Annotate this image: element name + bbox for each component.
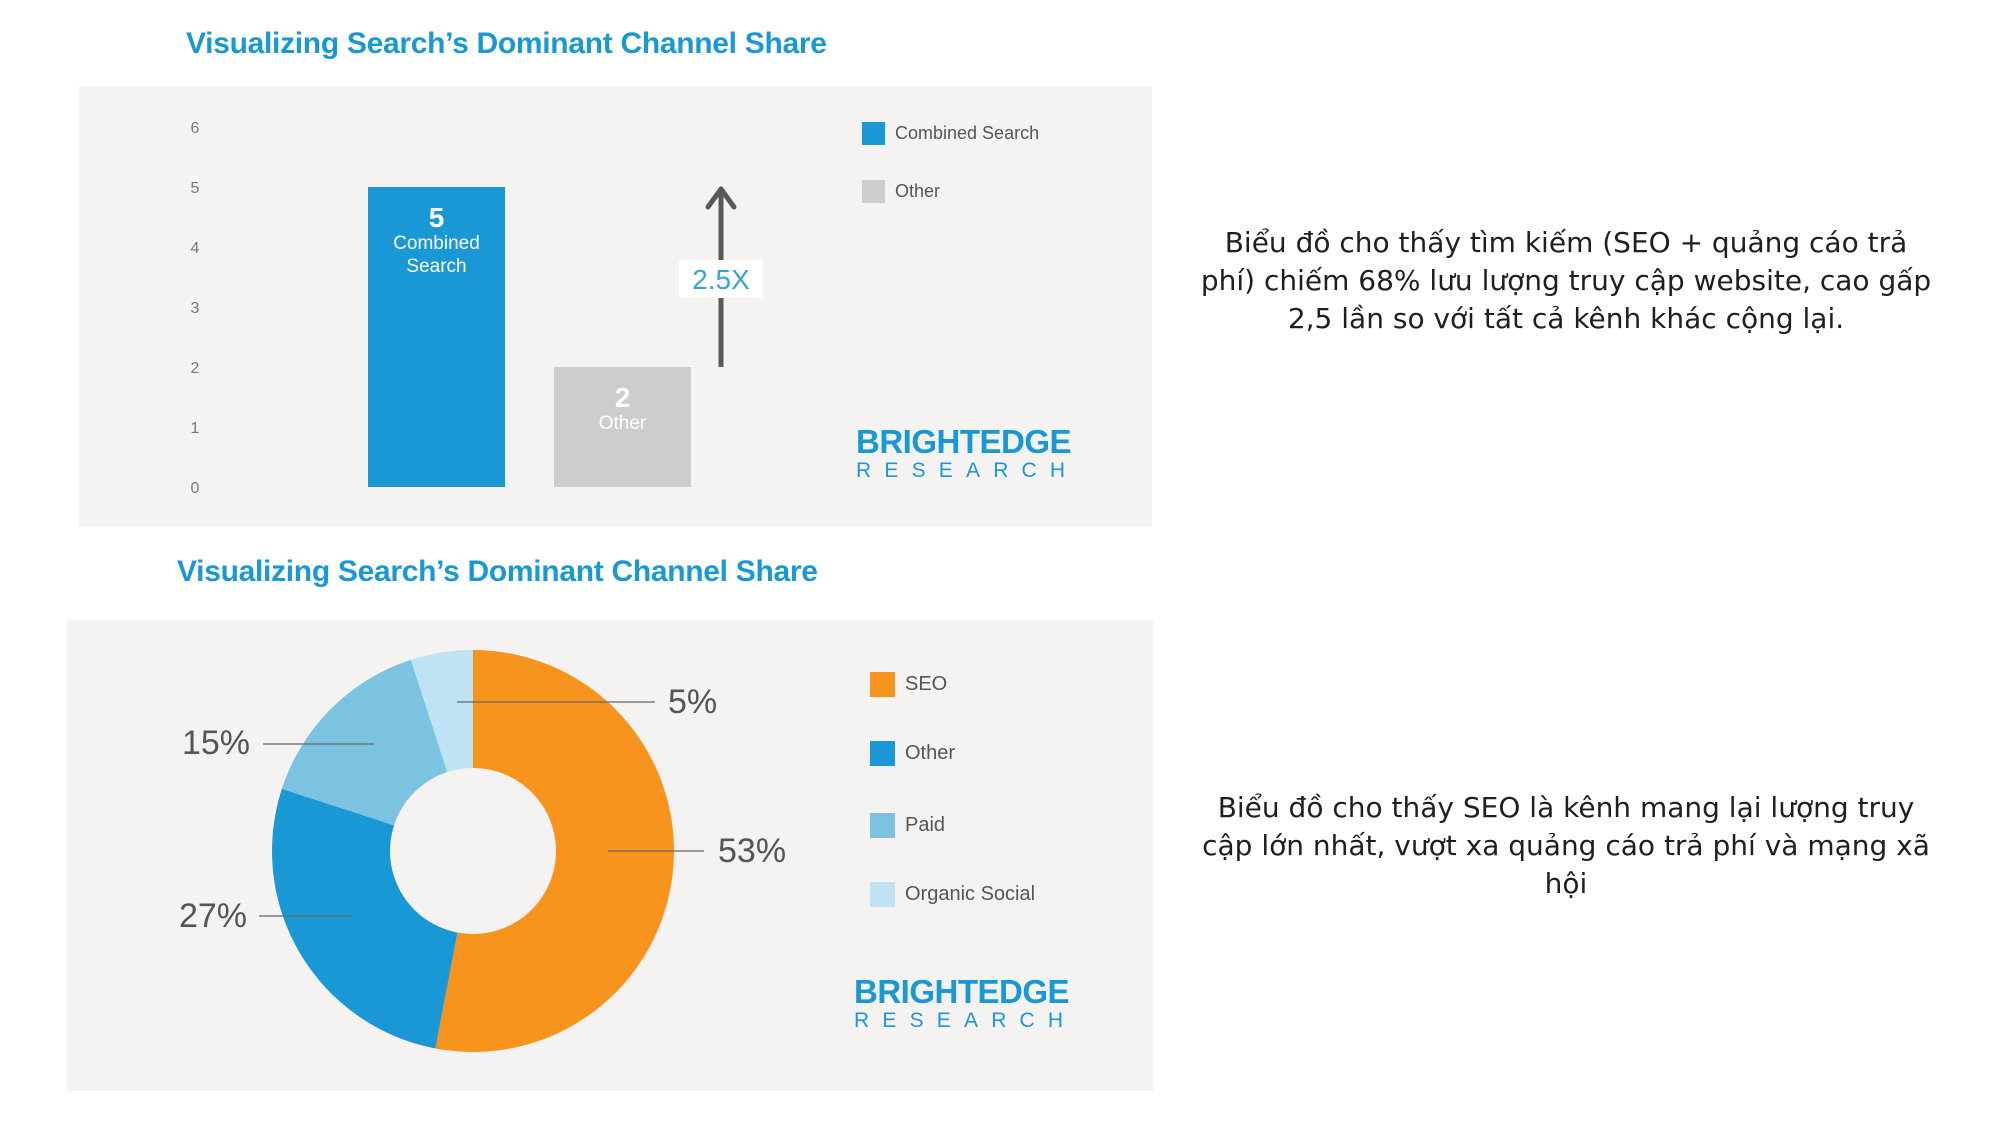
y-tick-label: 5 xyxy=(191,180,200,197)
legend-label: Organic Social xyxy=(905,883,1036,905)
legend-label: SEO xyxy=(905,673,948,695)
donut-chart: 53% 27% 15% 5% xyxy=(179,650,786,1052)
slice-percent-label: 27% xyxy=(179,897,247,935)
donut-chart-title: Visualizing Search’s Dominant Channel Sh… xyxy=(177,555,818,588)
brightedge-logo: BRIGHTEDGE RESEARCH xyxy=(854,975,1076,1033)
slice-percent-label: 5% xyxy=(668,683,717,721)
bar-combined-search xyxy=(368,187,505,487)
bar-legend-item-combined-search: Combined Search xyxy=(862,122,1039,145)
donut-slice-seo xyxy=(435,650,675,1052)
bar-category-label: Search xyxy=(406,256,466,277)
growth-arrow-head xyxy=(705,186,737,210)
legend-label: Other xyxy=(895,181,941,201)
legend-swatch xyxy=(870,741,895,766)
multiplier-label: 2.5X xyxy=(692,264,750,295)
legend-label: Paid xyxy=(905,814,946,836)
bar-value-label: 5 xyxy=(429,202,445,233)
brand-subtitle: RESEARCH xyxy=(854,1009,1077,1032)
bar-other xyxy=(554,367,691,487)
donut-legend-item-organic-social: Organic Social xyxy=(870,882,1035,907)
bar-value-label: 2 xyxy=(615,382,631,413)
donut-slice-organic-social xyxy=(410,650,473,773)
donut-legend-item-other: Other xyxy=(870,741,955,766)
y-tick-label: 6 xyxy=(191,120,200,137)
legend-swatch xyxy=(862,180,885,203)
bar-chart-panel: 0 1 2 3 4 5 6 5 Combined Search 2 Other 2.5X Combine… xyxy=(79,86,1152,527)
legend-swatch xyxy=(870,813,895,838)
y-tick-label: 2 xyxy=(191,360,200,377)
brand-subtitle: RESEARCH xyxy=(856,459,1079,482)
bar-chart-description: Biểu đồ cho thấy tìm kiếm (SEO + quảng c… xyxy=(1200,226,1932,335)
slice-percent-label: 15% xyxy=(182,724,250,762)
brand-name: BRIGHTEDGE xyxy=(856,423,1072,460)
donut-slice-other xyxy=(272,788,458,1049)
legend-swatch xyxy=(870,672,895,697)
donut-chart-description: Biểu đồ cho thấy SEO là kênh mang lại lư… xyxy=(1202,791,1930,900)
brightedge-logo: BRIGHTEDGE RESEARCH xyxy=(856,425,1078,483)
legend-label: Combined Search xyxy=(895,123,1040,143)
y-tick-label: 0 xyxy=(191,480,200,497)
y-tick-label: 4 xyxy=(191,240,200,257)
slice-percent-label: 53% xyxy=(718,832,786,870)
legend-swatch xyxy=(870,882,895,907)
bar-category-label: Combined xyxy=(393,233,480,254)
bar-legend-item-other: Other xyxy=(862,180,940,203)
multiplier-badge xyxy=(679,260,763,298)
y-tick-label: 1 xyxy=(191,420,200,437)
legend-label: Other xyxy=(905,742,956,764)
donut-chart-panel: 53% 27% 15% 5% SEO Other Paid Organic Socia… xyxy=(67,620,1153,1091)
brand-name: BRIGHTEDGE xyxy=(854,973,1070,1010)
bar-chart-title: Visualizing Search’s Dominant Channel Sh… xyxy=(186,27,827,60)
donut-legend-item-seo: SEO xyxy=(870,672,947,697)
legend-swatch xyxy=(862,122,885,145)
y-tick-label: 3 xyxy=(191,300,200,317)
donut-legend-item-paid: Paid xyxy=(870,813,945,838)
bar-category-label: Other xyxy=(599,413,647,434)
donut-slice-paid xyxy=(281,659,448,826)
